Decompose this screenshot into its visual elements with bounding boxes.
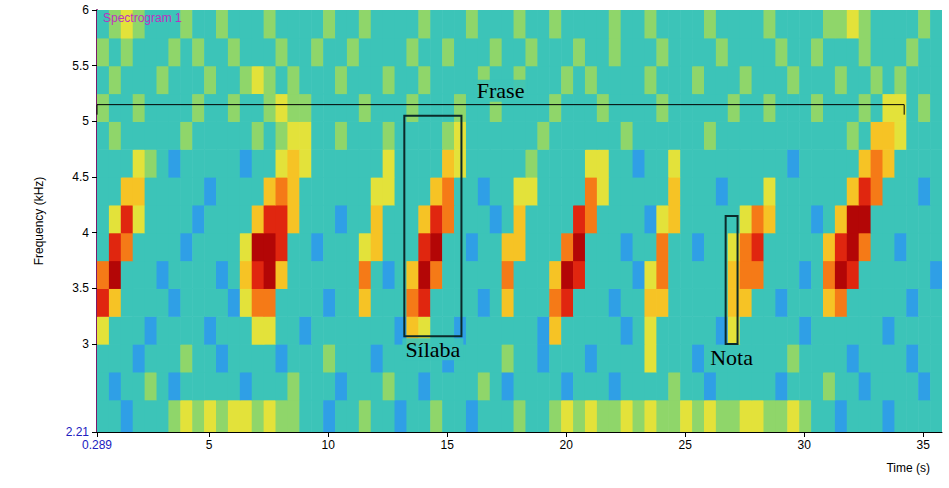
svg-text:Nota: Nota: [710, 345, 753, 370]
svg-text:5.5: 5.5: [72, 59, 89, 73]
svg-text:10: 10: [321, 438, 335, 452]
svg-text:3.5: 3.5: [72, 281, 89, 295]
svg-text:20: 20: [559, 438, 573, 452]
svg-text:Frase: Frase: [477, 78, 525, 103]
svg-text:25: 25: [679, 438, 693, 452]
svg-text:4: 4: [82, 226, 89, 240]
svg-text:Time (s): Time (s): [886, 461, 930, 475]
svg-text:Spectrogram 1: Spectrogram 1: [103, 11, 182, 25]
svg-text:30: 30: [798, 438, 812, 452]
svg-text:Frequency (kHz): Frequency (kHz): [32, 177, 46, 266]
svg-text:2.21: 2.21: [66, 425, 90, 439]
svg-text:5: 5: [82, 114, 89, 128]
svg-text:35: 35: [917, 438, 931, 452]
svg-text:Sílaba: Sílaba: [405, 337, 460, 362]
svg-text:15: 15: [440, 438, 454, 452]
svg-text:5: 5: [206, 438, 213, 452]
svg-text:0.289: 0.289: [82, 438, 112, 452]
svg-text:3: 3: [82, 337, 89, 351]
svg-text:4.5: 4.5: [72, 170, 89, 184]
svg-text:6: 6: [82, 3, 89, 17]
